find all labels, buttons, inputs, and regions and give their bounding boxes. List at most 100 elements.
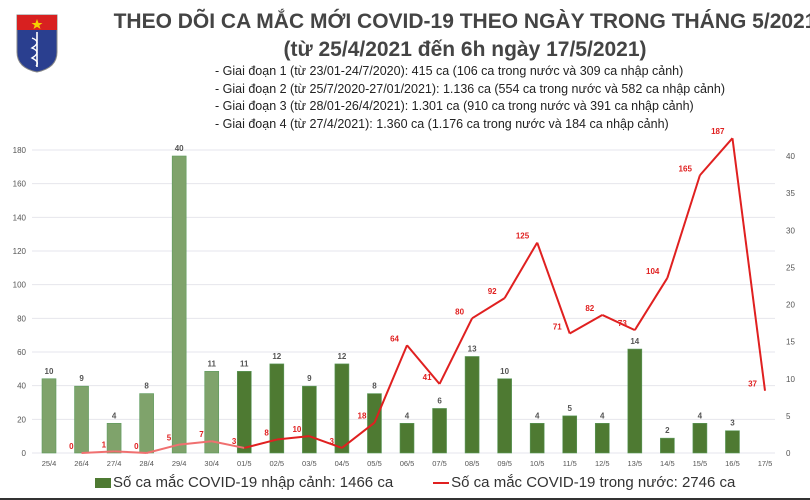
bar [399,422,415,454]
line-data-label: 5 [167,434,172,443]
x-tick-label: 11/5 [563,459,577,468]
bar [562,415,578,454]
line-data-label: 165 [679,164,693,173]
line-data-label: 7 [199,430,204,439]
x-tick-label: 09/5 [497,459,512,468]
line-segment [699,137,734,176]
line-segment [211,440,245,449]
x-tick-label: 25/4 [42,459,57,468]
bar-data-label: 9 [79,374,84,383]
line-data-label: 10 [292,425,301,434]
bar [236,371,252,454]
x-tick-label: 17/5 [758,459,773,468]
legend-label: Số ca mắc COVID-19 trong nước: 2746 ca [451,474,736,491]
bar-data-label: 8 [372,382,377,391]
x-tick-label: 12/5 [595,459,610,468]
line-segment [633,277,669,331]
left-tick-label: 0 [22,449,27,458]
bar [171,155,187,454]
line-segment [309,435,343,449]
bar-data-label: 2 [665,426,670,435]
bar [692,422,708,454]
line-segment [276,435,310,441]
chart-title: THEO DÕI CA MẮC MỚI COVID-19 THEO NGÀY T… [113,10,810,33]
bar [334,363,350,454]
line-segment [569,314,603,335]
line-data-label: 18 [358,412,367,421]
line-data-label: 125 [516,232,530,241]
bar-data-label: 10 [45,367,54,376]
bar [497,378,512,454]
left-tick-label: 40 [17,382,26,391]
phase-notes: - Giai đoạn 1 (từ 23/01-24/7/2020): 415 … [215,63,725,133]
x-tick-label: 30/4 [204,459,219,468]
bar [529,422,545,454]
line-data-label: 80 [455,307,464,316]
x-tick-label: 04/5 [335,459,350,468]
line-segment [146,443,180,454]
legend-label: Số ca mắc COVID-19 nhập cảnh: 1466 ca [113,474,394,491]
bar-data-label: 3 [730,419,735,428]
line-segment [179,440,212,446]
line-data-label: 104 [646,267,660,276]
right-tick-label: 40 [786,152,795,161]
bar-data-label: 5 [568,404,573,413]
right-tick-label: 25 [786,263,795,272]
bar-data-label: 40 [175,144,184,153]
x-tick-label: 15/5 [693,459,708,468]
bar-data-label: 12 [272,352,281,361]
line-data-label: 64 [390,334,399,343]
right-tick-label: 0 [786,449,791,458]
x-tick-label: 26/4 [74,459,89,468]
phase-note: - Giai đoạn 2 (từ 25/7/2020-27/01/2021):… [215,81,725,96]
x-tick-label: 05/5 [367,459,382,468]
right-tick-label: 10 [786,375,795,384]
legend: Số ca mắc COVID-19 nhập cảnh: 1466 ca Số… [95,474,735,491]
phase-note: - Giai đoạn 1 (từ 23/01-24/7/2020): 415 … [215,64,684,78]
bar-data-label: 4 [600,411,605,420]
line-data-label: 0 [134,442,139,451]
bar-data-label: 11 [240,359,249,368]
line-segment [601,314,636,332]
line-segment [503,242,539,299]
line-segment [471,297,506,320]
x-tick-label: 01/5 [237,459,252,468]
bar-data-label: 4 [112,411,117,420]
x-tick-label: 16/5 [725,459,740,468]
left-tick-label: 60 [17,348,26,357]
bar [302,385,317,454]
line-data-label: 0 [69,442,74,451]
plot-area: 0204060801001201401601800510152025303540… [13,127,796,468]
bar-data-label: 8 [144,382,149,391]
line-data-label: 37 [748,380,757,389]
bar [627,348,643,454]
left-tick-label: 20 [17,415,26,424]
line-segment [244,438,278,449]
x-tick-label: 03/5 [302,459,317,468]
line-data-label: 3 [232,437,237,446]
bar [464,356,480,454]
line-segment [373,344,408,424]
ministry-of-health-logo [14,12,60,79]
line-segment [114,450,147,454]
bar [74,385,89,454]
line-segment [81,450,115,454]
left-tick-label: 160 [13,180,27,189]
x-tick-label: 10/5 [530,459,545,468]
bar-data-label: 4 [405,411,410,420]
left-tick-label: 100 [13,281,27,290]
right-tick-label: 20 [786,301,795,310]
bar-data-label: 10 [500,367,509,376]
line-segment [731,138,766,391]
right-tick-label: 35 [786,189,795,198]
bar [204,371,220,454]
x-tick-label: 02/5 [270,459,285,468]
left-tick-label: 80 [17,314,26,323]
line-data-label: 71 [553,322,562,331]
bar-data-label: 4 [698,411,703,420]
right-tick-label: 5 [786,412,791,421]
x-tick-label: 27/4 [107,459,122,468]
line-data-label: 1 [102,440,107,449]
bar-data-label: 11 [207,359,216,368]
